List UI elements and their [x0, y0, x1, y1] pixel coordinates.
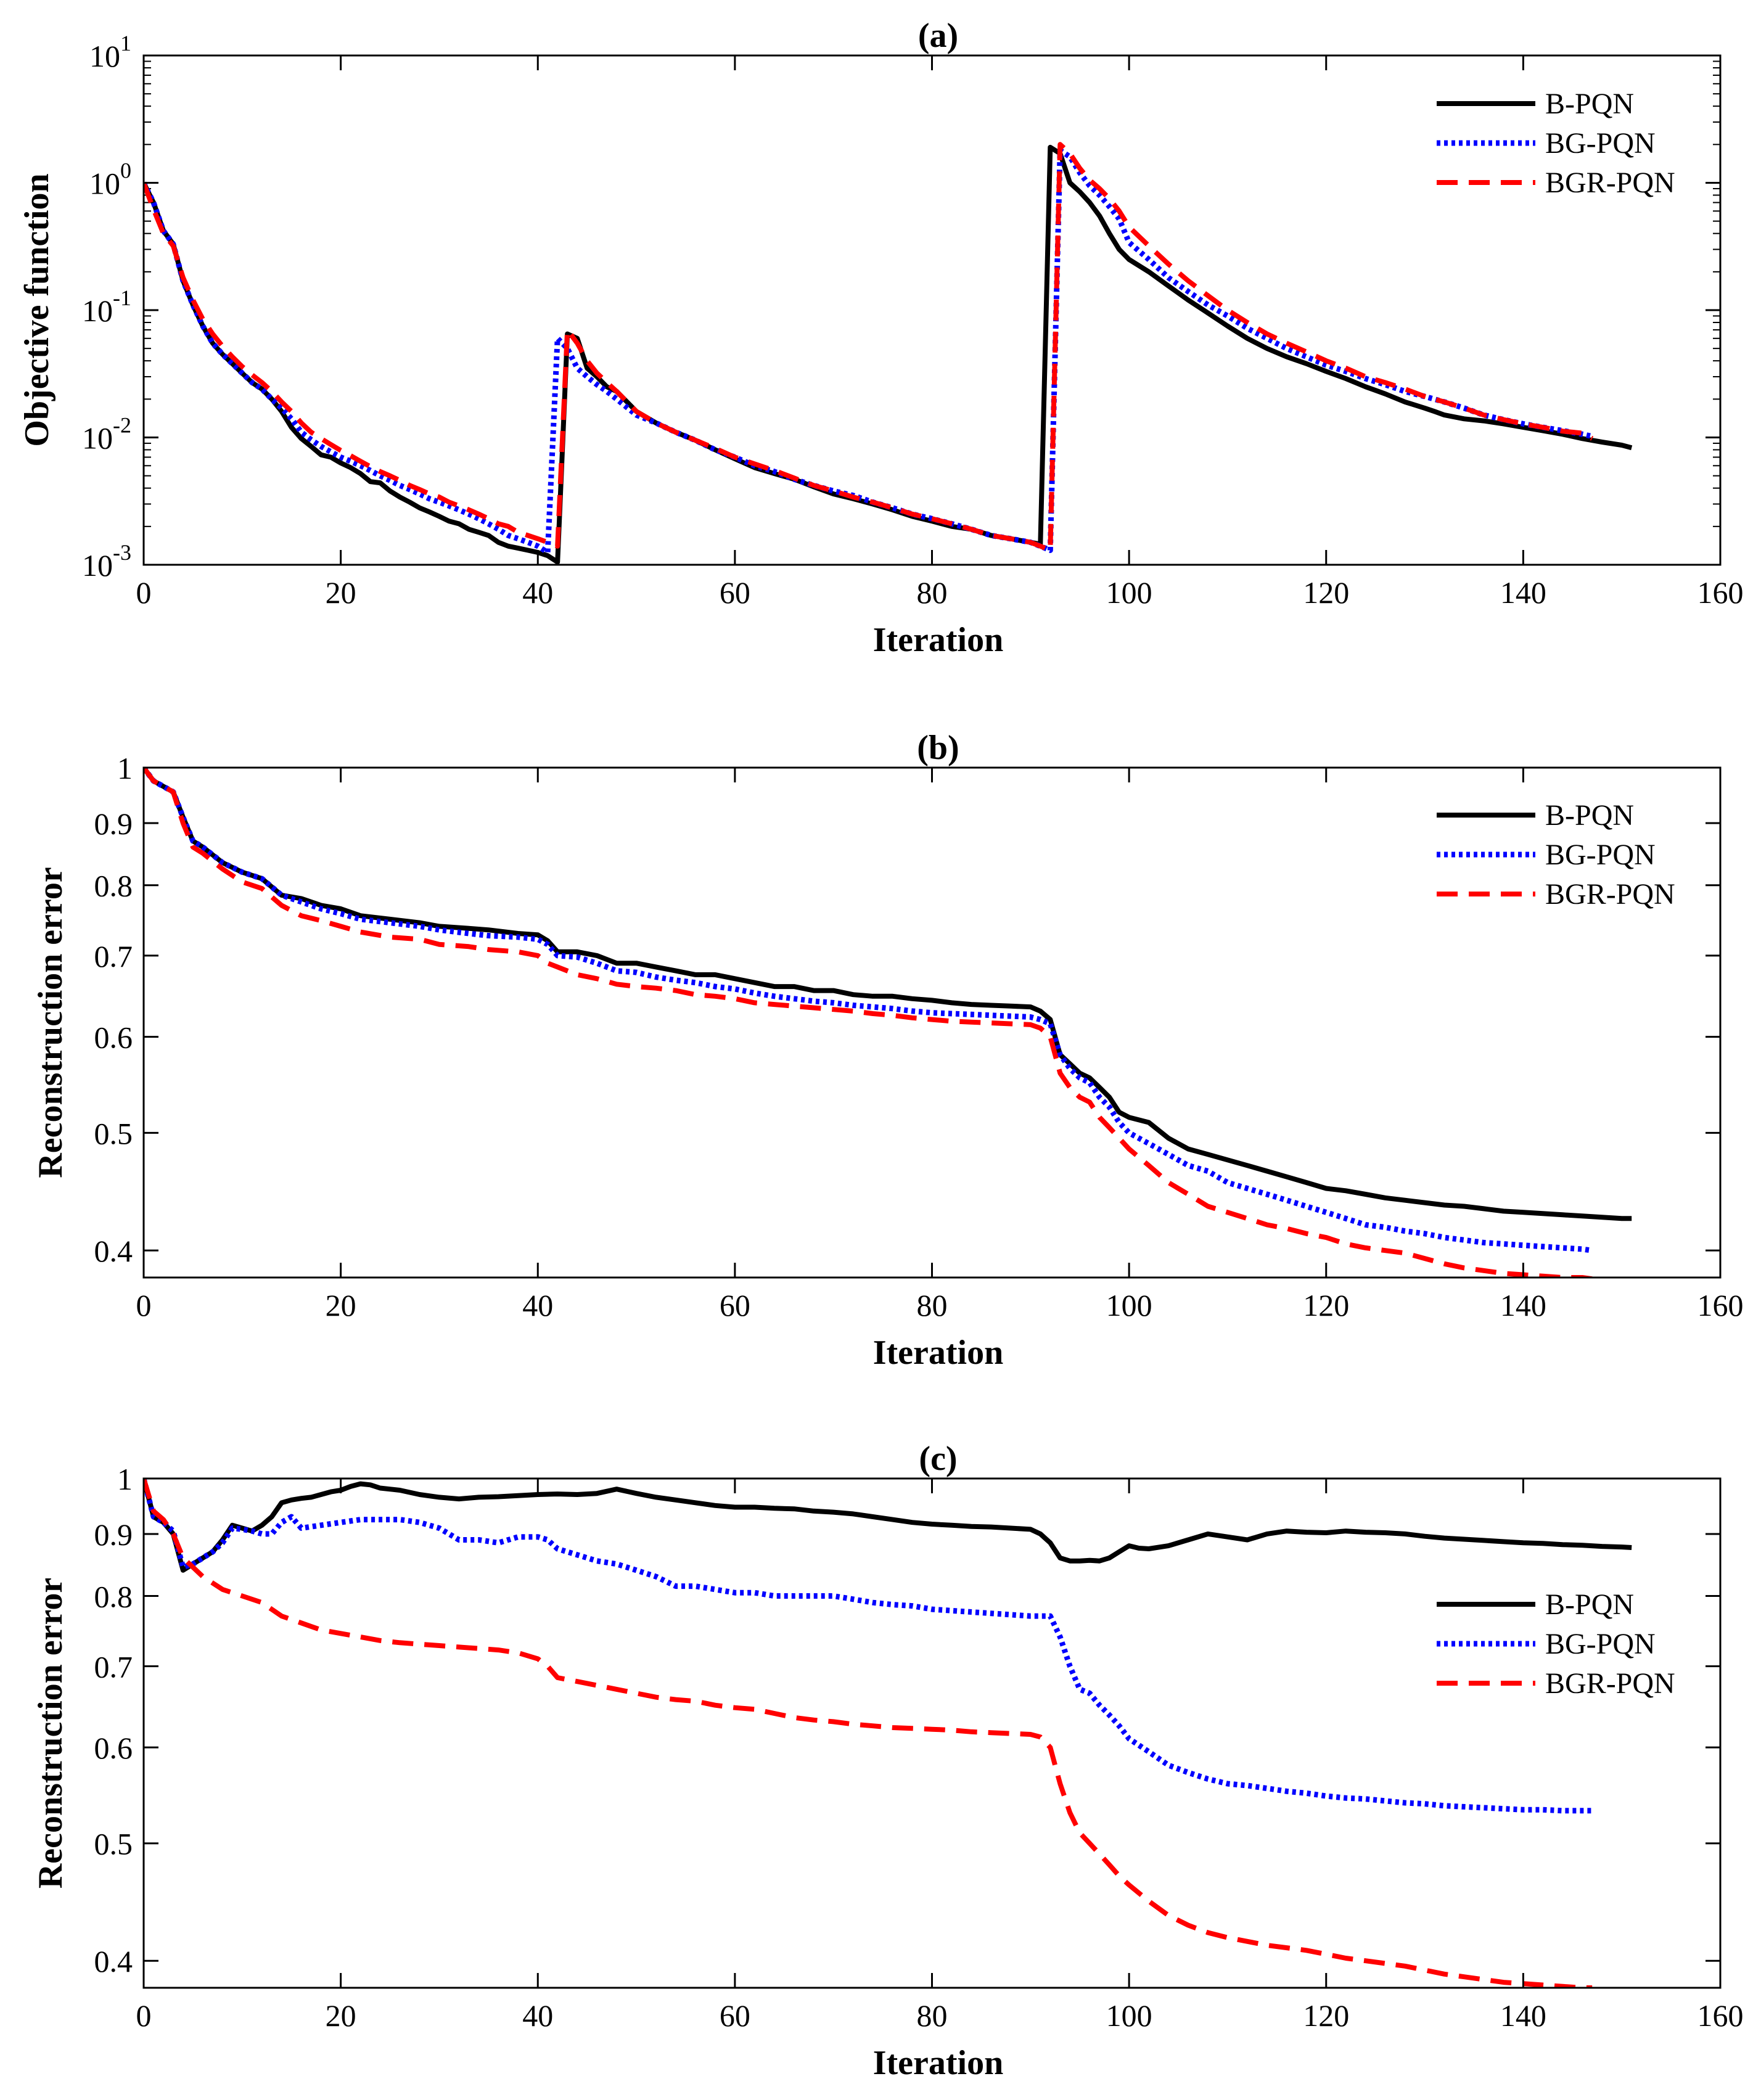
x-tick-label: 100	[1106, 575, 1152, 610]
y-tick-label: 0.4	[94, 1234, 133, 1268]
panel-b: 0 20 40 60 80 100 120 140 160 1 0.9 0.8 0.7 0.6 0.5 0.4…	[31, 729, 1744, 1372]
x-tick-label: 160	[1697, 575, 1744, 610]
x-tick-label: 40	[522, 575, 553, 610]
y-tick-label: 101	[89, 31, 131, 73]
legend-label-bg-pqn: BG-PQN	[1545, 1628, 1656, 1660]
x-tick-label: 140	[1500, 575, 1546, 610]
y-tick-label: 0.9	[94, 806, 133, 841]
x-tick-label: 140	[1500, 1998, 1546, 2033]
x-tick-label: 20	[326, 575, 356, 610]
y-tick-label: 0.5	[94, 1116, 133, 1150]
x-tick-label: 0	[136, 1998, 152, 2033]
y-tick-label: 0.7	[94, 939, 133, 974]
series-line-bgr-pqn	[144, 768, 1600, 1278]
legend-label-bg-pqn: BG-PQN	[1545, 127, 1656, 160]
legend-label-bg-pqn: BG-PQN	[1545, 839, 1656, 871]
panel-title: (c)	[919, 1440, 957, 1478]
y-tick-label: 0.6	[94, 1020, 133, 1055]
legend-label-bgr-pqn: BGR-PQN	[1545, 878, 1675, 911]
series-line-b-pqn	[144, 1479, 1632, 1573]
y-tick-label: 1	[117, 751, 133, 785]
y-tick-label: 10-2	[82, 413, 131, 456]
y-tick-label: 0.8	[94, 869, 133, 903]
x-axis-label: Iteration	[873, 1334, 1004, 1372]
y-tick-label: 0.8	[94, 1579, 133, 1614]
legend-label-bgr-pqn: BGR-PQN	[1545, 166, 1675, 199]
y-axis-label: Objective function	[18, 173, 56, 446]
x-tick-label: 160	[1697, 1288, 1744, 1323]
legend-label-b-pqn: B-PQN	[1545, 799, 1634, 832]
y-tick-label: 100	[89, 158, 131, 201]
x-tick-label: 120	[1303, 1998, 1349, 2033]
plot-area	[144, 55, 1720, 565]
y-tick-label: 1	[117, 1462, 133, 1496]
plot-area	[144, 1479, 1720, 1988]
y-tick-label: 0.6	[94, 1731, 133, 1765]
y-axis-label: Reconstruction error	[31, 867, 70, 1178]
x-tick-label: 160	[1697, 1998, 1744, 2033]
panel-a: 0 20 40 60 80 100 120 140 160 101 100 10-1 10-2 10-3 (…	[18, 17, 1744, 659]
panel-c: 0 20 40 60 80 100 120 140 160 1 0.9 0.8 0.7 0.6 0.5 0.4…	[31, 1440, 1744, 2082]
x-tick-label: 140	[1500, 1288, 1546, 1323]
x-tick-label: 120	[1303, 575, 1349, 610]
y-tick-label: 0.5	[94, 1827, 133, 1861]
x-tick-label: 40	[522, 1998, 553, 2033]
x-tick-label: 60	[720, 575, 750, 610]
x-tick-label: 60	[720, 1998, 750, 2033]
y-tick-label: 0.4	[94, 1944, 133, 1979]
series-line-b-pqn	[144, 144, 1633, 565]
x-tick-label: 0	[136, 575, 152, 610]
y-tick-label: 10-3	[82, 540, 131, 583]
legend-label-bgr-pqn: BGR-PQN	[1545, 1667, 1675, 1700]
x-tick-label: 40	[522, 1288, 553, 1323]
x-tick-label: 20	[326, 1288, 356, 1323]
series-line-bgr-pqn	[144, 142, 1594, 553]
x-tick-label: 80	[917, 575, 948, 610]
series-line-bg-pqn	[144, 147, 1593, 556]
series-line-bg-pqn	[144, 768, 1593, 1253]
x-tick-label: 120	[1303, 1288, 1349, 1323]
y-axis-label: Reconstruction error	[31, 1578, 70, 1889]
series-line-b-pqn	[144, 768, 1632, 1221]
y-tick-label: 0.9	[94, 1517, 133, 1552]
x-tick-label: 80	[917, 1288, 948, 1323]
x-tick-label: 0	[136, 1288, 152, 1323]
x-axis-label: Iteration	[873, 2044, 1004, 2082]
legend-label-b-pqn: B-PQN	[1545, 1588, 1634, 1621]
x-tick-label: 80	[917, 1998, 948, 2033]
panel-title: (a)	[918, 17, 958, 55]
x-axis-label: Iteration	[873, 621, 1004, 659]
x-tick-label: 100	[1106, 1288, 1152, 1323]
x-tick-label: 100	[1106, 1998, 1152, 2033]
legend-label-b-pqn: B-PQN	[1545, 88, 1634, 120]
x-tick-label: 20	[326, 1998, 356, 2033]
plot-area	[144, 768, 1720, 1278]
y-tick-label: 10-1	[82, 285, 131, 328]
x-tick-label: 60	[720, 1288, 750, 1323]
panel-title: (b)	[917, 729, 959, 767]
y-tick-label: 0.7	[94, 1649, 133, 1684]
